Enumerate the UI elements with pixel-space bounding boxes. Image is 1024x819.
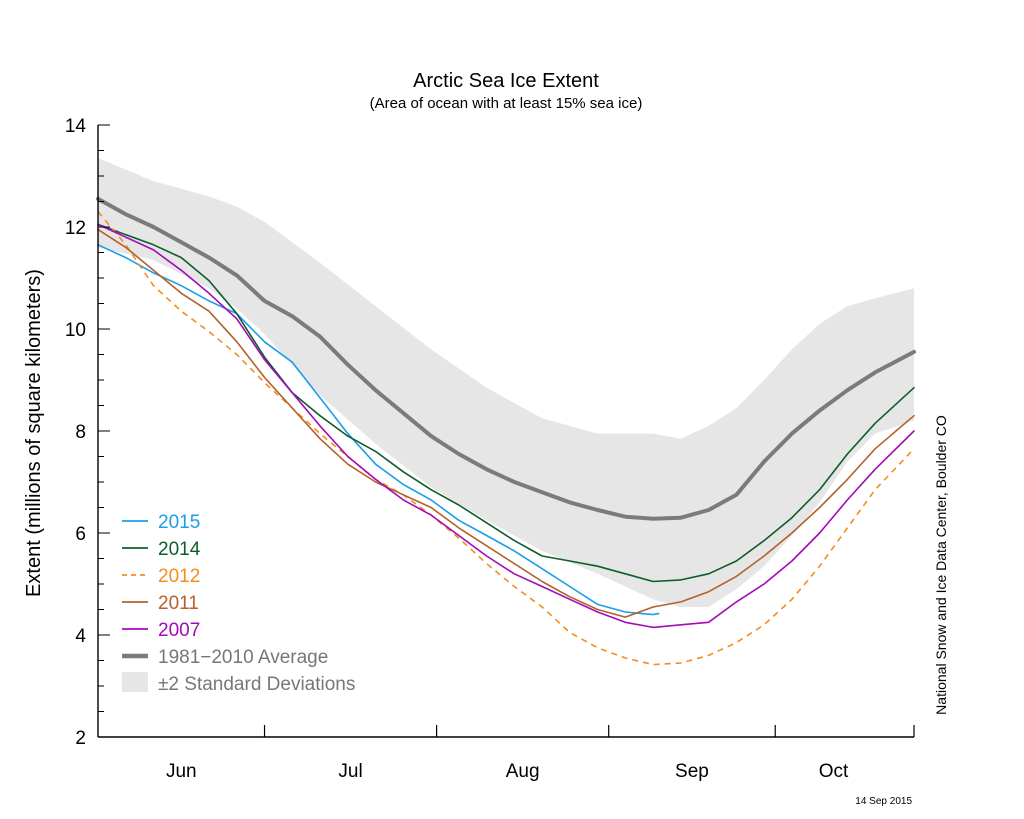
x-month-label: Sep [675,761,709,782]
credit-text: National Snow and Ice Data Center, Bould… [933,415,949,715]
y-tick-label: 2 [75,728,86,749]
x-month-label: Aug [506,761,540,782]
y-tick-label: 10 [65,320,86,341]
std-band-area [98,158,914,607]
series-line-3 [97,211,915,666]
legend-label: 2014 [158,539,201,560]
series-line-1 [97,244,660,616]
legend-label: 2011 [158,593,199,614]
legend-swatch-box [122,672,148,692]
series-line-5 [97,223,915,629]
x-month-label: Jul [338,761,362,782]
axes-layer: 2 4 6 8 10 12 14 Jun Jul Aug Sep Oct [65,116,915,782]
legend-label: 1981−2010 Average [158,647,328,668]
y-tick-label: 8 [75,422,86,443]
y-tick-label: 14 [65,116,87,137]
series-line-0 [96,196,916,521]
series-line-4 [97,228,915,618]
series-layer [96,196,916,666]
y-tick-label: 6 [75,524,86,545]
y-tick-label: 4 [75,626,86,647]
y-tick-label: 12 [65,218,86,239]
x-month-label: Jun [166,761,197,782]
series-line-2 [97,223,915,583]
legend-label: 2007 [158,620,200,641]
date-stamp: 14 Sep 2015 [855,796,912,807]
legend-label: 2015 [158,512,200,533]
legend: 2015 2014 2012 2011 2007 1981−2010 Average ±2 … [122,512,355,695]
std-band-layer [98,158,914,607]
legend-label: 2012 [158,566,200,587]
chart-title: Arctic Sea Ice Extent [413,70,599,92]
legend-label: ±2 Standard Deviations [158,674,355,695]
y-axis-label: Extent (millions of square kilometers) [23,269,45,597]
x-month-label: Oct [819,761,849,782]
chart-subtitle: (Area of ocean with at least 15% sea ice… [370,95,643,112]
